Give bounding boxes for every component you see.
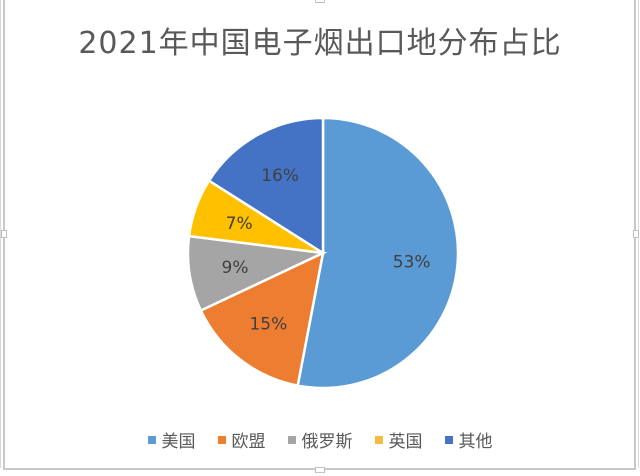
legend-item-other: 其他	[444, 427, 493, 452]
legend-label: 英国	[388, 432, 423, 452]
data-label-other: 16%	[261, 166, 299, 186]
resize-handle-top[interactable]	[315, 0, 325, 3]
pie-slice-usa	[296, 116, 460, 390]
legend-item-eu: 欧盟	[217, 427, 266, 452]
legend-item-russia: 俄罗斯	[287, 427, 353, 452]
legend-swatch-other-icon	[444, 435, 453, 444]
legend-item-usa: 美国	[147, 427, 196, 452]
legend-swatch-uk-icon	[374, 435, 383, 444]
legend-swatch-eu-icon	[217, 435, 226, 444]
data-label-russia: 9%	[222, 258, 249, 278]
resize-handle-left[interactable]	[1, 230, 7, 238]
chart-legend: 美国 欧盟 俄罗斯 英国 其他	[0, 427, 640, 452]
resize-handle-right[interactable]	[633, 230, 639, 238]
legend-label: 美国	[161, 432, 196, 452]
data-label-usa: 53%	[393, 252, 431, 272]
legend-label: 俄罗斯	[301, 432, 353, 452]
legend-label: 欧盟	[231, 432, 266, 452]
legend-label: 其他	[458, 432, 493, 452]
pie-slice-other	[207, 116, 325, 256]
legend-swatch-usa-icon	[147, 435, 156, 444]
data-label-eu: 15%	[249, 314, 287, 334]
pie-slice-eu	[199, 250, 325, 388]
resize-handle-bottom[interactable]	[315, 467, 325, 473]
chart-title: 2021年中国电子烟出口地分布占比	[78, 26, 562, 61]
legend-swatch-russia-icon	[287, 435, 296, 444]
data-label-uk: 7%	[226, 214, 253, 234]
legend-item-uk: 英国	[374, 427, 423, 452]
